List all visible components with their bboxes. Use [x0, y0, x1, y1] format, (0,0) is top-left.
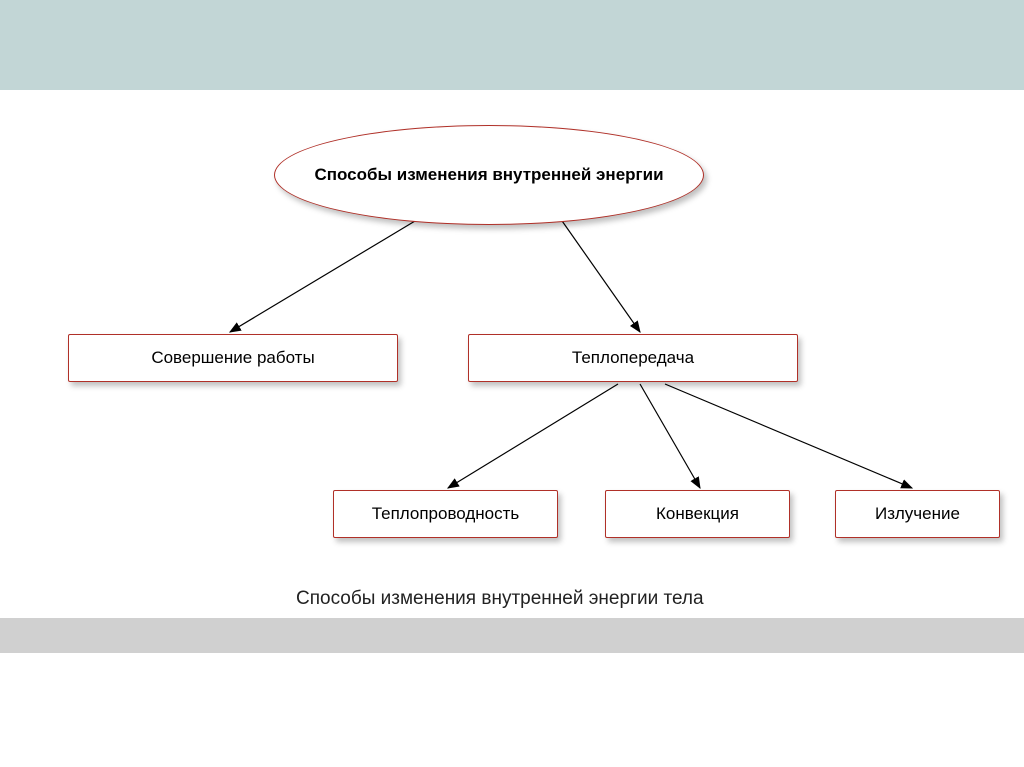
header-band: [0, 0, 1024, 90]
transfer-node: Теплопередача: [468, 334, 798, 382]
convection-label: Конвекция: [656, 504, 739, 524]
radiation-node: Излучение: [835, 490, 1000, 538]
transfer-label: Теплопередача: [572, 348, 694, 368]
root-node: Способы изменения внутренней энергии: [274, 125, 704, 225]
radiation-label: Излучение: [875, 504, 960, 524]
conduction-node: Теплопроводность: [333, 490, 558, 538]
work-node: Совершение работы: [68, 334, 398, 382]
caption-text: Способы изменения внутренней энергии тел…: [296, 588, 704, 609]
convection-node: Конвекция: [605, 490, 790, 538]
root-label: Способы изменения внутренней энергии: [314, 165, 663, 185]
work-label: Совершение работы: [151, 348, 314, 368]
footer-band: [0, 618, 1024, 653]
diagram-caption: Способы изменения внутренней энергии тел…: [296, 588, 704, 610]
conduction-label: Теплопроводность: [372, 504, 520, 524]
